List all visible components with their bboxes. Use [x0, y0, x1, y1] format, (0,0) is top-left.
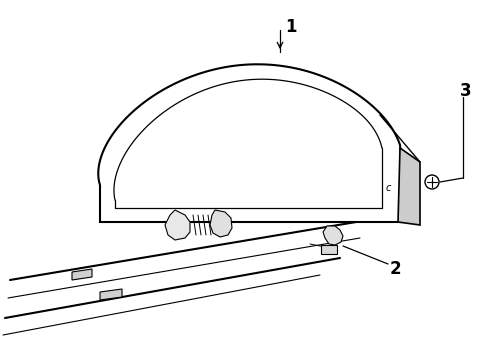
Text: 1: 1 — [285, 18, 296, 36]
Text: 2: 2 — [390, 260, 402, 278]
Polygon shape — [72, 269, 92, 280]
Polygon shape — [323, 226, 343, 245]
Polygon shape — [98, 64, 402, 222]
Text: 3: 3 — [460, 82, 472, 100]
Polygon shape — [165, 210, 190, 240]
Text: c: c — [385, 183, 391, 193]
Polygon shape — [321, 245, 337, 254]
Circle shape — [425, 175, 439, 189]
Polygon shape — [100, 289, 122, 300]
Polygon shape — [398, 148, 420, 225]
Polygon shape — [210, 210, 232, 237]
